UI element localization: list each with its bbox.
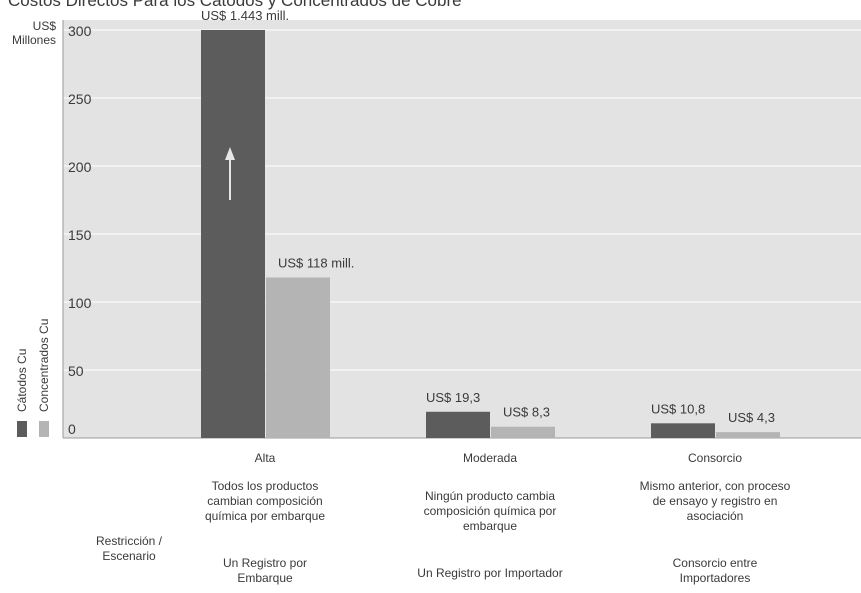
y-tick-label: 100	[68, 295, 92, 311]
bar-catodos-alta	[201, 30, 265, 438]
bar-data-label: US$ 118 mill.	[278, 256, 354, 271]
plot-background	[63, 20, 861, 438]
y-tick-label: 250	[68, 91, 92, 107]
bar-concentrados-alta	[266, 277, 330, 438]
y-tick-label: 150	[68, 227, 92, 243]
scenario-axis-label: Restricción / Escenario	[74, 534, 184, 564]
bar-concentrados-moderada	[491, 426, 555, 438]
bar-data-label: US$ 1.443 mill.	[201, 8, 289, 23]
scenario-description-line: cambian composición	[207, 494, 323, 508]
x-category-label: Alta	[255, 451, 276, 465]
legend: Cátodos Cu Concentrados Cu	[15, 319, 51, 437]
legend-label: Cátodos Cu	[15, 349, 29, 412]
scenario-registro: Consorcio entre Importadores	[615, 556, 815, 586]
legend-swatch	[39, 421, 49, 437]
chart-title: Costos Directos Para los Cátodos y Conce…	[8, 0, 462, 10]
x-category-label: Moderada	[463, 451, 517, 465]
bar-data-label: US$ 10,8	[651, 401, 705, 416]
scenario-description-line: Todos los productos	[211, 479, 319, 493]
scenario-description-line: composición química por	[423, 504, 557, 518]
legend-swatch	[17, 421, 27, 437]
scenario-registro-line: Un Registro por	[222, 556, 308, 570]
scenario-registro: Un Registro por Embarque	[165, 556, 365, 586]
bar-data-label: US$ 8,3	[503, 405, 550, 420]
bar-concentrados-consorcio	[716, 432, 780, 438]
y-axis-unit-label-line2: Millones	[12, 33, 56, 47]
scenario-registro-line: Consorcio entre	[672, 556, 758, 570]
scenario-registro: Un Registro por Importador	[390, 566, 590, 581]
bar-data-label: US$ 4,3	[728, 410, 775, 425]
scenario-registro-line: Un Registro por Importador	[417, 566, 563, 580]
scenario-description-line: asociación	[686, 509, 744, 523]
legend-label: Concentrados Cu	[37, 319, 51, 412]
scenario-description-line: Mismo anterior, con proceso	[639, 479, 791, 493]
scenario-description-line: de ensayo y registro en	[652, 494, 778, 508]
bar-catodos-moderada	[426, 411, 490, 438]
x-category-label: Consorcio	[688, 451, 742, 465]
y-tick-label: 300	[68, 23, 92, 39]
bar-data-label: US$ 19,3	[426, 390, 480, 405]
scenario-description: Mismo anterior, con proceso de ensayo y r…	[615, 479, 815, 524]
scenario-registro-line: Importadores	[679, 571, 751, 585]
scenario-axis-label-line: Restricción /	[95, 534, 163, 548]
scenario-description: Ningún producto cambia composición químic…	[390, 489, 590, 534]
scenario-description-line: embarque	[462, 519, 518, 533]
y-tick-label: 0	[68, 421, 76, 437]
y-tick-label: 200	[68, 159, 92, 175]
bar-catodos-consorcio	[651, 423, 715, 438]
scenario-description-line: Ningún producto cambia	[424, 489, 556, 503]
y-axis-unit-label: US$	[33, 19, 57, 33]
overflow-arrow-head	[225, 147, 235, 160]
scenario-axis-label-line: Escenario	[102, 549, 156, 563]
plot-area: 0 50 100 150 200 250 300 US$ 1.443 mill. US$ 118…	[62, 8, 861, 465]
scenario-registro-line: Embarque	[237, 571, 293, 585]
scenario-description: Todos los productos cambian composición qu…	[165, 479, 365, 524]
y-tick-label: 50	[68, 363, 84, 379]
scenario-description-line: química por embarque	[204, 509, 326, 523]
